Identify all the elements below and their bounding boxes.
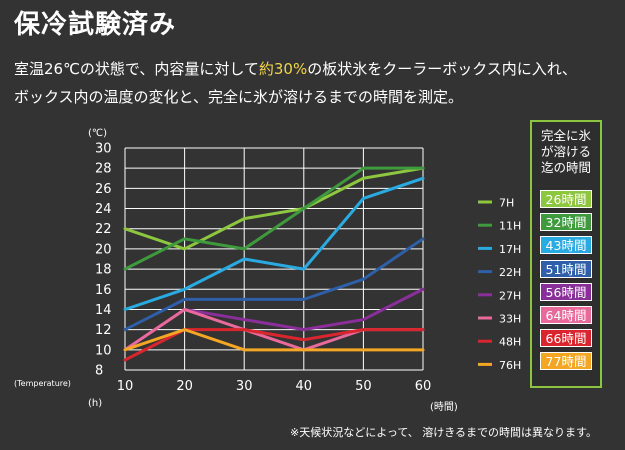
y-tick-label: 18: [95, 263, 112, 278]
description-text-b: の板状氷をクーラーボックス内に入れ、: [307, 60, 577, 78]
legend-label: 76H: [499, 359, 521, 372]
series-line-22H: [123, 237, 425, 332]
y-tick-label: 22: [95, 222, 112, 237]
description-highlight: 約30%: [258, 60, 308, 78]
legend-label: 27H: [499, 289, 521, 302]
melt-time-badge: 51時間: [540, 259, 592, 278]
description-line-1: 室温26℃の状態で、内容量に対して約30%の板状氷をクーラーボックス内に入れ、: [14, 58, 577, 79]
y-tick-label: 8: [95, 364, 103, 379]
melt-time-badge: 26時間: [540, 190, 592, 208]
legend-label: 7H: [499, 197, 514, 210]
melt-time-badge: 64時間: [540, 306, 592, 324]
legend-label: 33H: [499, 313, 521, 326]
x-tick-label: 60: [415, 379, 432, 394]
melt-time-heading-line: 迄の時間: [540, 160, 591, 175]
legend-label: 48H: [499, 336, 521, 349]
y-tick-label: 16: [95, 283, 112, 298]
x-tick-label: 30: [236, 379, 253, 394]
series-line-17H: [123, 176, 425, 311]
melt-time-badge: 66時間: [540, 329, 592, 348]
melt-time-heading: 完全に氷 が溶ける 迄の時間: [532, 128, 600, 176]
y-tick-label: 20: [95, 242, 112, 257]
y-tick-label: 24: [95, 202, 112, 217]
melt-time-heading-line: が溶ける: [540, 144, 591, 159]
y-tick-label: 12: [95, 323, 112, 338]
melt-time-badge: 43時間: [540, 236, 592, 255]
y-tick-label: 26: [95, 182, 112, 197]
legend-label: 17H: [499, 243, 521, 256]
y-axis-label: (Temperature): [14, 379, 71, 388]
y-unit-label: (℃): [88, 128, 107, 139]
y-tick-label: 30: [95, 142, 112, 157]
melt-time-badge: 77時間: [540, 352, 592, 371]
y-tick-label: 14: [95, 303, 112, 318]
x-tick-label: 50: [355, 379, 372, 394]
description-text-a: 室温26℃の状態で、内容量に対して: [14, 60, 259, 78]
legend-label: 11H: [499, 220, 521, 233]
melt-time-box: 完全に氷 が溶ける 迄の時間 26時間 32時間 43時間 51時間 56時間 64時間 6…: [530, 120, 602, 388]
melt-time-badge: 32時間: [540, 213, 592, 232]
y-tick-label: 28: [95, 162, 112, 177]
x-tick-label: 10: [117, 379, 134, 394]
y-tick-label: 10: [95, 343, 112, 358]
series-line-11H: [123, 166, 425, 271]
melt-time-heading-line: 完全に氷: [540, 128, 591, 143]
series-line-48H: [123, 328, 425, 362]
page-title: 保冷試験済み: [14, 10, 177, 40]
x-unit-label-right: (時間): [430, 401, 458, 413]
x-tick-label: 20: [176, 379, 193, 394]
footnote: ※天候状況などによって、 溶けきるまでの時間は異なります。: [290, 426, 597, 439]
x-unit-label-left: (h): [88, 398, 102, 409]
melt-time-badge: 56時間: [540, 282, 592, 301]
legend-label: 22H: [499, 266, 521, 279]
description-line-2: ボックス内の温度の変化と、完全に氷が溶けるまでの時間を測定。: [14, 88, 463, 106]
x-tick-label: 40: [296, 379, 313, 394]
series-line-76H: [123, 328, 425, 352]
